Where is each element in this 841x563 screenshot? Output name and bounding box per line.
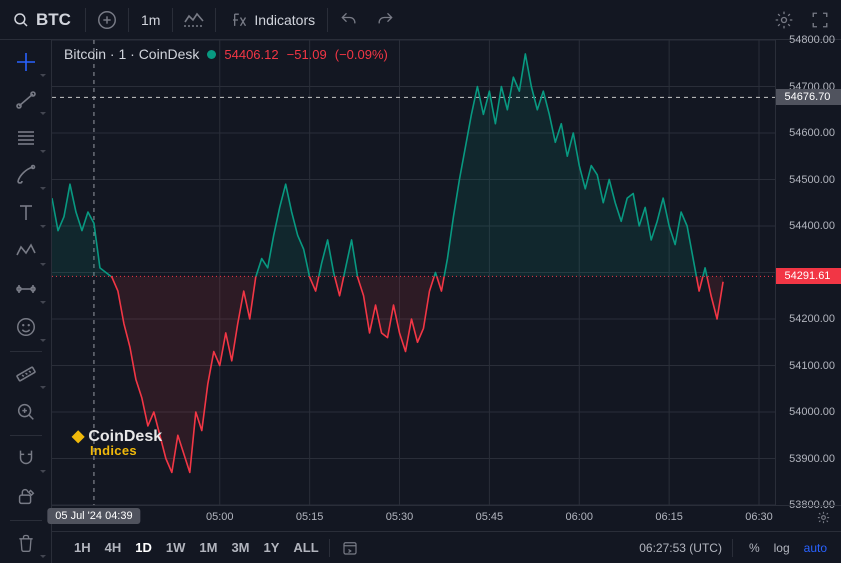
forecast-icon	[14, 277, 38, 301]
gear-icon	[816, 510, 831, 525]
price-axis[interactable]: 54800.0054700.0054600.0054500.0054400.00…	[775, 40, 841, 505]
y-tick: 54800.00	[789, 34, 835, 46]
range-1h[interactable]: 1H	[68, 538, 97, 557]
tool-trash[interactable]	[4, 525, 48, 561]
bottom-bar: 1H4H1D1W1M3M1YALL 06:27:53 (UTC) % log a…	[52, 531, 841, 563]
tool-crosshair[interactable]	[4, 44, 48, 80]
trash-icon	[16, 533, 36, 553]
scale-percent-button[interactable]: %	[743, 539, 766, 557]
fullscreen-button[interactable]	[803, 4, 837, 36]
trendline-icon	[14, 88, 38, 112]
settings-button[interactable]	[767, 4, 801, 36]
range-3m[interactable]: 3M	[225, 538, 255, 557]
fullscreen-icon	[811, 11, 829, 29]
range-group: 1H4H1D1W1M3M1YALL	[68, 538, 325, 557]
symbol-label: BTC	[36, 10, 71, 30]
x-tick: 06:30	[745, 511, 773, 523]
baseline-chart-icon	[182, 8, 206, 32]
range-1m[interactable]: 1M	[193, 538, 223, 557]
indicators-label: Indicators	[254, 12, 315, 28]
indicators-button[interactable]: Indicators	[220, 4, 323, 36]
symbol-search[interactable]: BTC	[4, 4, 81, 36]
x-tick: 05:00	[206, 511, 234, 523]
scale-auto-button[interactable]: auto	[798, 539, 833, 557]
range-all[interactable]: ALL	[287, 538, 324, 557]
chart-plot[interactable]: Bitcoin · 1 · CoinDesk 54406.12 −51.09 (…	[52, 40, 775, 505]
time-marker: 05 Jul '24 04:39	[47, 508, 140, 524]
axis-settings-button[interactable]	[816, 510, 831, 528]
range-1y[interactable]: 1Y	[258, 538, 286, 557]
goto-date-button[interactable]	[334, 536, 366, 560]
tool-magnet[interactable]	[4, 440, 48, 476]
y-tick: 54100.00	[789, 360, 835, 372]
search-icon	[12, 11, 30, 29]
tool-palette	[0, 40, 52, 563]
chart-style-button[interactable]	[177, 4, 211, 36]
add-symbol-button[interactable]	[90, 4, 124, 36]
y-tick: 54000.00	[789, 406, 835, 418]
tool-text[interactable]	[4, 195, 48, 231]
tool-brush[interactable]	[4, 158, 48, 194]
zoom-in-icon	[15, 401, 37, 423]
price-marker: 54676.70	[776, 89, 841, 105]
range-1w[interactable]: 1W	[160, 538, 192, 557]
tool-patterns[interactable]	[4, 233, 48, 269]
tool-zoom[interactable]	[4, 394, 48, 430]
redo-button[interactable]	[368, 4, 402, 36]
y-tick: 54400.00	[789, 220, 835, 232]
tool-emoji[interactable]	[4, 309, 48, 345]
tool-ruler[interactable]	[4, 356, 48, 392]
magnet-icon	[15, 447, 37, 469]
plus-circle-icon	[96, 9, 118, 31]
pattern-icon	[14, 239, 38, 263]
fib-icon	[14, 126, 38, 150]
undo-button[interactable]	[332, 4, 366, 36]
tool-lock[interactable]	[4, 478, 48, 514]
text-icon	[14, 201, 38, 225]
x-tick: 05:45	[476, 511, 504, 523]
interval-label: 1m	[141, 12, 160, 28]
tool-trendline[interactable]	[4, 82, 48, 118]
x-tick: 06:15	[655, 511, 683, 523]
fx-icon	[228, 10, 248, 30]
brush-icon	[14, 163, 38, 187]
interval-button[interactable]: 1m	[133, 4, 168, 36]
crosshair-icon	[14, 50, 38, 74]
tool-forecast[interactable]	[4, 271, 48, 307]
x-tick: 06:00	[566, 511, 594, 523]
y-tick: 54500.00	[789, 174, 835, 186]
price-marker: 54291.61	[776, 268, 841, 284]
range-4h[interactable]: 4H	[99, 538, 128, 557]
x-tick: 05:30	[386, 511, 414, 523]
range-1d[interactable]: 1D	[129, 538, 158, 557]
time-axis[interactable]: 05:0005:1505:3005:4506:0006:1506:3005 Ju…	[52, 505, 841, 531]
calendar-goto-icon	[341, 539, 359, 557]
redo-icon	[375, 10, 395, 30]
ruler-icon	[14, 362, 38, 386]
y-tick: 53900.00	[789, 453, 835, 465]
undo-icon	[339, 10, 359, 30]
y-tick: 54200.00	[789, 313, 835, 325]
x-tick: 05:15	[296, 511, 324, 523]
scale-log-button[interactable]: log	[768, 539, 796, 557]
gear-icon	[774, 10, 794, 30]
y-tick: 54600.00	[789, 127, 835, 139]
smile-icon	[15, 316, 37, 338]
chart-svg	[52, 40, 775, 505]
lock-pencil-icon	[15, 485, 37, 507]
tool-fib[interactable]	[4, 120, 48, 156]
clock: 06:27:53 (UTC)	[639, 541, 722, 555]
